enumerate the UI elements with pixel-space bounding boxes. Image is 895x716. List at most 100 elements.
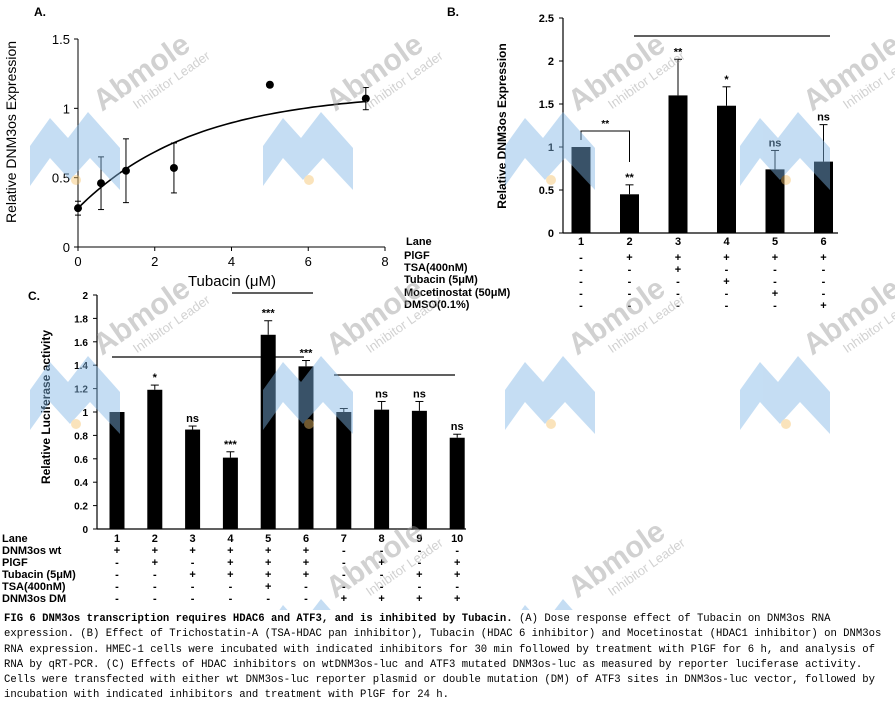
abmole-logo-dot [546, 419, 556, 429]
c-table-cell: + [265, 569, 271, 581]
a-data-point [74, 204, 82, 213]
c-table-cell: + [265, 557, 271, 569]
c-table-cell: - [191, 581, 195, 593]
c-table-cell: 3 [190, 533, 196, 545]
c-row-label: PlGF [2, 557, 28, 569]
c-table-cell: - [229, 593, 233, 605]
abmole-logo-mark [505, 356, 595, 434]
c-table-cell: + [227, 569, 233, 581]
b-table-cell: 4 [723, 236, 730, 248]
b-table-cell: + [772, 252, 778, 264]
b-row-label: Lane [406, 236, 432, 248]
b-significance-label: ns [769, 137, 782, 149]
c-table-cell: - [342, 557, 346, 569]
a-data-point [97, 179, 106, 188]
figure-caption: FIG 6 DNM3os transcription requires HDAC… [4, 612, 892, 704]
c-table-cell: - [304, 581, 308, 593]
a-y-tick-label: 0 [63, 240, 70, 255]
abmole-logo-mark [30, 112, 120, 190]
b-table-cell: + [626, 252, 632, 264]
c-table-cell: + [378, 593, 384, 605]
b-table-cell: 2 [626, 236, 632, 248]
c-table-cell: - [418, 545, 422, 557]
c-table-cell: - [115, 593, 119, 605]
b-bar [717, 105, 736, 233]
c-table-cell: + [341, 593, 347, 605]
b-table-cell: 5 [772, 236, 778, 248]
b-table-cell: - [628, 264, 632, 276]
c-bar [147, 389, 163, 529]
c-table-cell: 6 [303, 533, 309, 545]
c-table-cell: 9 [416, 533, 422, 545]
c-table-cell: - [266, 593, 270, 605]
b-row-label: DMSO(0.1%) [404, 299, 470, 311]
b-bar [668, 95, 688, 234]
c-row-label: DNM3os wt [2, 545, 62, 557]
b-table-cell: - [773, 300, 777, 312]
c-row-label: Tubacin (5μM) [2, 569, 76, 581]
b-table-cell: + [723, 252, 729, 264]
c-y-tick-label: 1.6 [74, 338, 88, 349]
b-table-cell: - [725, 300, 729, 312]
b-table-cell: - [822, 276, 826, 288]
c-significance-label: ns [375, 388, 388, 400]
b-table-cell: + [675, 264, 681, 276]
c-bar [374, 409, 390, 529]
c-significance-label: *** [224, 439, 238, 451]
b-y-tick-label: 2 [548, 56, 554, 68]
b-y-tick-label: 1.5 [539, 99, 554, 111]
c-table-cell: + [454, 593, 460, 605]
c-table-cell: 8 [379, 533, 385, 545]
c-table-cell: - [455, 545, 459, 557]
b-table-cell: - [822, 288, 826, 300]
b-table-cell: 1 [578, 236, 584, 248]
c-bar [185, 429, 201, 529]
c-table-cell: + [454, 557, 460, 569]
c-table-cell: + [265, 545, 271, 557]
c-table-cell: - [115, 569, 119, 581]
c-significance-label: ns [451, 421, 464, 433]
c-bar [260, 334, 276, 529]
c-table-cell: + [189, 569, 195, 581]
a-y-tick-label: 1.5 [52, 32, 70, 47]
b-table-cell: 3 [675, 236, 681, 248]
c-table-cell: - [304, 593, 308, 605]
c-y-tick-label: 1.8 [74, 314, 88, 325]
abmole-logo-dot [304, 419, 314, 429]
c-bar [411, 410, 427, 529]
c-table-cell: - [342, 581, 346, 593]
c-y-tick-label: 1.2 [74, 385, 88, 396]
c-table-cell: + [416, 593, 422, 605]
b-row-label: Tubacin (5μM) [404, 274, 478, 286]
c-table-cell: + [227, 545, 233, 557]
c-table-cell: - [342, 569, 346, 581]
c-y-tick-label: 0 [82, 525, 88, 536]
c-significance-label: *** [262, 308, 276, 320]
c-bar [222, 457, 238, 529]
c-table-cell: - [229, 581, 233, 593]
b-significance-label: * [724, 74, 729, 86]
c-table-cell: - [380, 545, 384, 557]
c-significance-label: *** [300, 348, 314, 360]
panel-c: C. Relative Luciferase activity 0 0.2 0.4 0… [2, 289, 466, 605]
b-row-label: Mocetinostat (50μM) [404, 287, 511, 299]
b-table-cell: - [676, 276, 680, 288]
b-y-tick-label: 0.5 [539, 185, 554, 197]
figure: A. 0 0.5 1 1.5 0 2 4 6 8 Relative DNM3os Express… [2, 5, 895, 610]
c-bar [298, 366, 314, 529]
b-table-cell: - [725, 288, 729, 300]
b-y-tick-label: 2.5 [539, 13, 554, 25]
c-table-cell: 7 [341, 533, 347, 545]
b-significance-label: ** [625, 172, 634, 184]
b-table-cell: - [628, 276, 632, 288]
c-table-cell: + [378, 557, 384, 569]
abmole-logo-mark [279, 599, 331, 610]
b-table-cell: - [579, 300, 583, 312]
c-table-cell: + [189, 545, 195, 557]
b-table-cell: - [579, 252, 583, 264]
c-table-cell: + [227, 557, 233, 569]
c-bar [336, 412, 352, 529]
